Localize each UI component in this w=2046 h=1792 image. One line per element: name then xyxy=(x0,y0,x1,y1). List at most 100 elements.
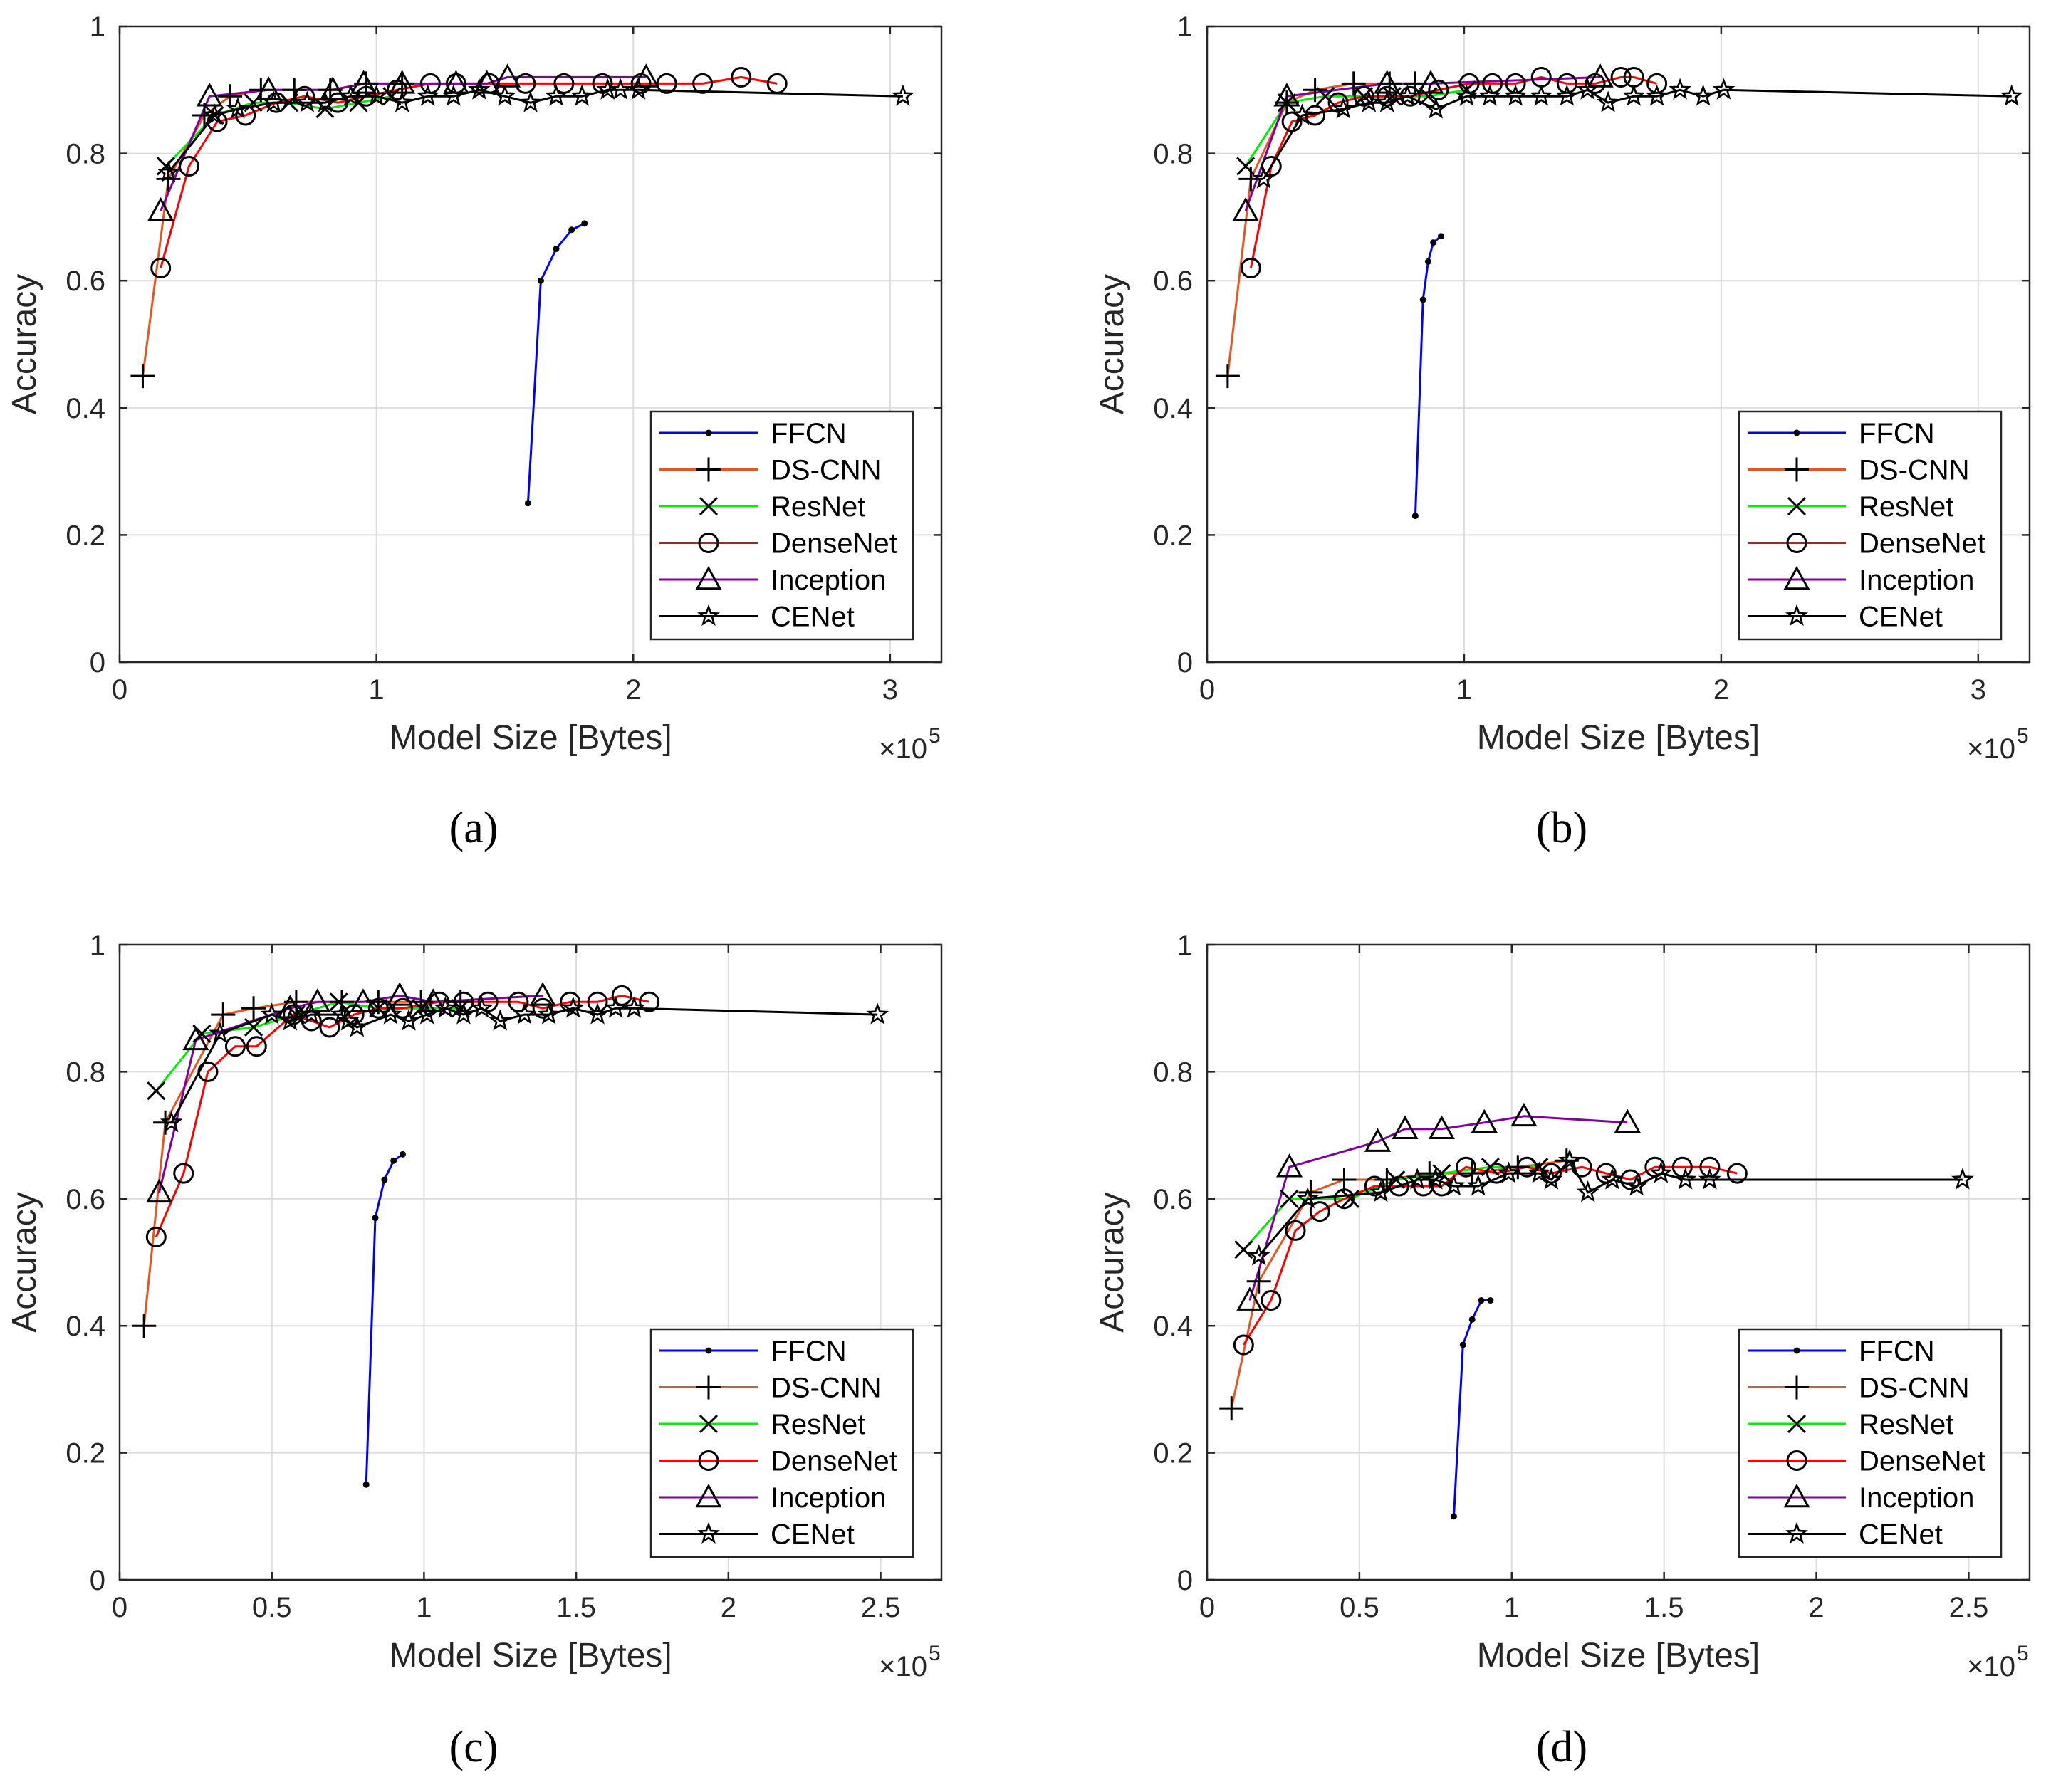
data-point-cenet xyxy=(160,1111,183,1133)
y-tick-label: 1 xyxy=(1177,11,1193,43)
x-tick-label: 1 xyxy=(1504,1592,1520,1623)
data-point-cenet xyxy=(1698,1168,1721,1190)
legend-label-ds-cnn: DS-CNN xyxy=(1859,455,1970,486)
y-axis-title: Accuracy xyxy=(1093,1192,1131,1332)
data-point-inception xyxy=(494,63,521,88)
data-point-densenet xyxy=(1726,1163,1748,1184)
legend-label-ds-cnn: DS-CNN xyxy=(1859,1373,1970,1404)
x-tick-label: 3 xyxy=(882,674,898,706)
y-tick-label: 0.6 xyxy=(66,1184,105,1215)
data-point-ds-cnn xyxy=(1303,78,1327,103)
data-point-ds-cnn xyxy=(1246,1269,1271,1294)
data-point-cenet xyxy=(1555,84,1579,106)
data-point-cenet xyxy=(1576,78,1599,100)
y-tick-label: 0.8 xyxy=(66,1057,105,1088)
legend-marker-resnet xyxy=(1787,1414,1807,1434)
legend-marker-inception xyxy=(695,1483,722,1508)
x-tick-label: 1 xyxy=(369,674,385,706)
data-point-densenet xyxy=(731,66,752,88)
x-tick-label: 0 xyxy=(1199,1592,1215,1623)
data-point-cenet xyxy=(1669,78,1692,100)
data-point-cenet xyxy=(1369,1180,1392,1202)
panel-label: (b) xyxy=(1536,804,1587,852)
data-point-densenet xyxy=(1389,1175,1409,1197)
x-tick-label: 2.5 xyxy=(1949,1592,1989,1623)
legend-marker-cenet xyxy=(697,1521,720,1544)
y-axis-title: Accuracy xyxy=(6,274,43,414)
data-point-densenet xyxy=(592,73,613,94)
legend-label-inception: Inception xyxy=(771,565,886,596)
data-point-resnet xyxy=(1236,157,1256,176)
data-point-cenet xyxy=(157,160,180,182)
legend-marker-ffcn xyxy=(705,1347,712,1354)
data-point-densenet xyxy=(246,1036,267,1057)
data-point-cenet xyxy=(467,78,491,100)
legend-label-cenet: CENet xyxy=(1859,602,1943,633)
series-line-densenet xyxy=(155,994,650,1237)
data-point-resnet xyxy=(1234,1240,1253,1259)
data-point-cenet xyxy=(1622,84,1646,106)
data-point-cenet xyxy=(537,1002,560,1025)
legend-marker-densenet xyxy=(698,1450,719,1471)
data-point-densenet xyxy=(197,1061,219,1082)
legend-box xyxy=(649,410,914,641)
data-point-inception xyxy=(1232,197,1259,221)
data-point-inception xyxy=(1364,1128,1392,1152)
x-tick-label: 2 xyxy=(1808,1592,1824,1623)
data-point-cenet xyxy=(1357,90,1381,112)
y-tick-label: 0.2 xyxy=(66,1438,105,1469)
x-axis-multiplier-exponent: 5 xyxy=(2017,1642,2029,1665)
data-point-densenet xyxy=(1456,1156,1477,1178)
data-point-densenet xyxy=(1516,1156,1538,1178)
data-point-cenet xyxy=(622,996,646,1018)
data-point-ffcn xyxy=(1430,239,1437,246)
y-tick-label: 0.8 xyxy=(1153,139,1193,170)
data-point-cenet xyxy=(2000,84,2023,106)
x-tick-label: 1.5 xyxy=(1644,1592,1684,1623)
x-tick-label: 1 xyxy=(416,1592,432,1623)
legend-marker-inception xyxy=(1783,565,1810,590)
data-point-cenet xyxy=(1601,1168,1624,1190)
data-point-densenet xyxy=(294,85,315,107)
data-point-cenet xyxy=(1625,1174,1649,1196)
data-point-cenet xyxy=(379,1002,402,1025)
data-point-cenet xyxy=(1424,97,1448,119)
legend-label-resnet: ResNet xyxy=(1859,491,1953,523)
data-point-cenet xyxy=(609,78,632,100)
data-point-cenet xyxy=(345,1015,369,1037)
x-axis-multiplier-exponent: 5 xyxy=(2017,724,2029,748)
data-point-cenet xyxy=(494,84,516,106)
data-point-cenet xyxy=(339,84,362,106)
data-point-densenet xyxy=(1699,1156,1721,1178)
data-point-cenet xyxy=(1497,1161,1520,1183)
x-axis-title: Model Size [Bytes] xyxy=(389,719,672,757)
x-axis-title: Model Size [Bytes] xyxy=(1477,719,1760,757)
data-point-densenet xyxy=(1595,1163,1617,1184)
legend-marker-cenet xyxy=(1785,604,1808,626)
data-point-densenet xyxy=(150,257,172,278)
data-point-densenet xyxy=(1610,66,1632,88)
legend-label-densenet: DenseNet xyxy=(771,1446,897,1477)
legend-marker-ffcn xyxy=(1793,429,1800,436)
data-point-inception xyxy=(350,70,377,94)
data-point-resnet xyxy=(1419,87,1438,106)
x-tick-label: 2 xyxy=(625,674,641,706)
data-point-densenet xyxy=(1305,105,1326,126)
data-point-densenet xyxy=(1505,73,1526,94)
legend-marker-resnet xyxy=(699,496,719,516)
data-point-inception xyxy=(146,1178,173,1203)
data-point-resnet xyxy=(1355,87,1374,106)
y-tick-label: 0 xyxy=(1177,1565,1193,1596)
data-point-cenet xyxy=(1455,84,1478,106)
data-point-densenet xyxy=(224,1036,246,1057)
data-point-densenet xyxy=(532,997,553,1019)
legend-label-cenet: CENet xyxy=(771,1519,855,1551)
data-point-densenet xyxy=(587,991,608,1012)
x-axis-multiplier: ×10 xyxy=(1967,733,2015,765)
legend-label-cenet: CENet xyxy=(1859,1519,1943,1551)
x-axis-multiplier-exponent: 5 xyxy=(929,724,941,748)
data-point-cenet xyxy=(260,1002,283,1025)
legend-marker-densenet xyxy=(698,533,719,553)
data-point-cenet xyxy=(1424,1168,1447,1190)
